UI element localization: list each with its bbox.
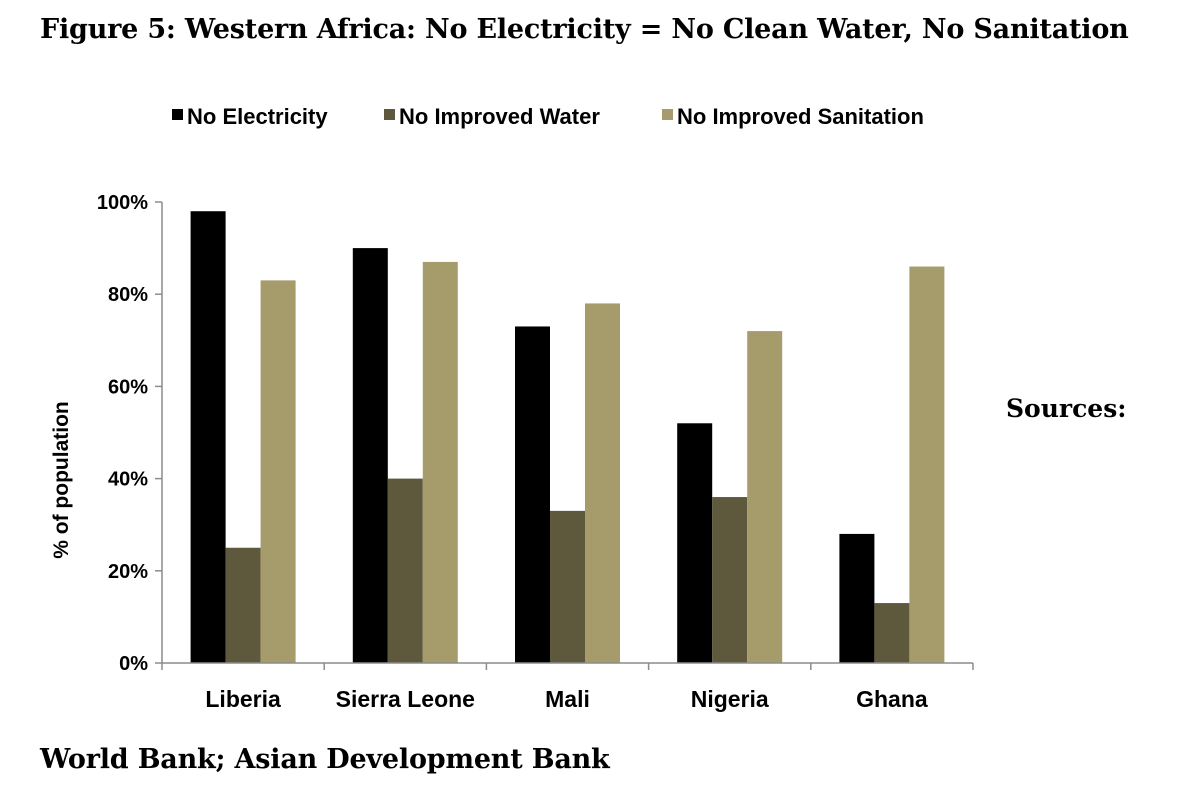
bar-mali-no-improved-water: [550, 510, 585, 663]
y-tick-label: 20%: [108, 561, 148, 583]
y-tick-label: 40%: [108, 469, 148, 491]
bar-mali-no-electricity: [515, 326, 550, 663]
bar-nigeria-no-improved-sanitation: [747, 331, 783, 663]
legend-swatch-no-electricity: [172, 109, 183, 120]
y-tick-label: 80%: [108, 284, 148, 306]
x-tick-label-mali: Mali: [545, 686, 590, 712]
bar-ghana-no-improved-water: [874, 603, 910, 663]
bar-mali-no-improved-sanitation: [585, 303, 620, 663]
legend-swatch-no-improved-water: [384, 109, 395, 120]
bar-liberia-no-improved-sanitation: [260, 280, 296, 663]
sources-text: World Bank; Asian Development Bank: [40, 744, 610, 775]
bar-liberia-no-improved-water: [225, 547, 261, 663]
bar-ghana-no-improved-sanitation: [909, 266, 945, 663]
legend-swatch-no-improved-sanitation: [662, 109, 673, 120]
y-axis-label: % of population: [50, 401, 73, 558]
chart-axes: 0% 20% 40% 60% 80% 100% Liberia Sierra Leone Mal…: [97, 192, 974, 712]
legend-label-no-improved-sanitation: No Improved Sanitation: [677, 104, 924, 129]
bar-sierra-leone-no-improved-water: [387, 478, 423, 663]
bar-nigeria-no-electricity: [677, 423, 713, 663]
chart-bars: [190, 211, 945, 663]
bar-nigeria-no-improved-water: [712, 497, 748, 663]
y-tick-label: 100%: [97, 192, 148, 214]
y-tick-label: 60%: [108, 376, 148, 398]
sources-label: Sources:: [1006, 394, 1127, 423]
bar-sierra-leone-no-electricity: [352, 248, 388, 663]
figure-title: Figure 5: Western Africa: No Electricity…: [40, 14, 1129, 45]
bar-sierra-leone-no-improved-sanitation: [422, 261, 458, 663]
legend-label-no-electricity: No Electricity: [187, 104, 328, 129]
y-tick-label: 0%: [119, 653, 148, 675]
legend-label-no-improved-water: No Improved Water: [399, 104, 600, 129]
bar-liberia-no-electricity: [190, 211, 226, 663]
x-tick-label-ghana: Ghana: [856, 686, 928, 712]
bar-ghana-no-electricity: [839, 533, 875, 663]
x-tick-label-liberia: Liberia: [205, 686, 281, 712]
chart-legend: No Electricity No Improved Water No Improv…: [172, 104, 924, 129]
x-tick-label-sierra-leone: Sierra Leone: [336, 686, 475, 712]
x-tick-label-nigeria: Nigeria: [691, 686, 769, 712]
